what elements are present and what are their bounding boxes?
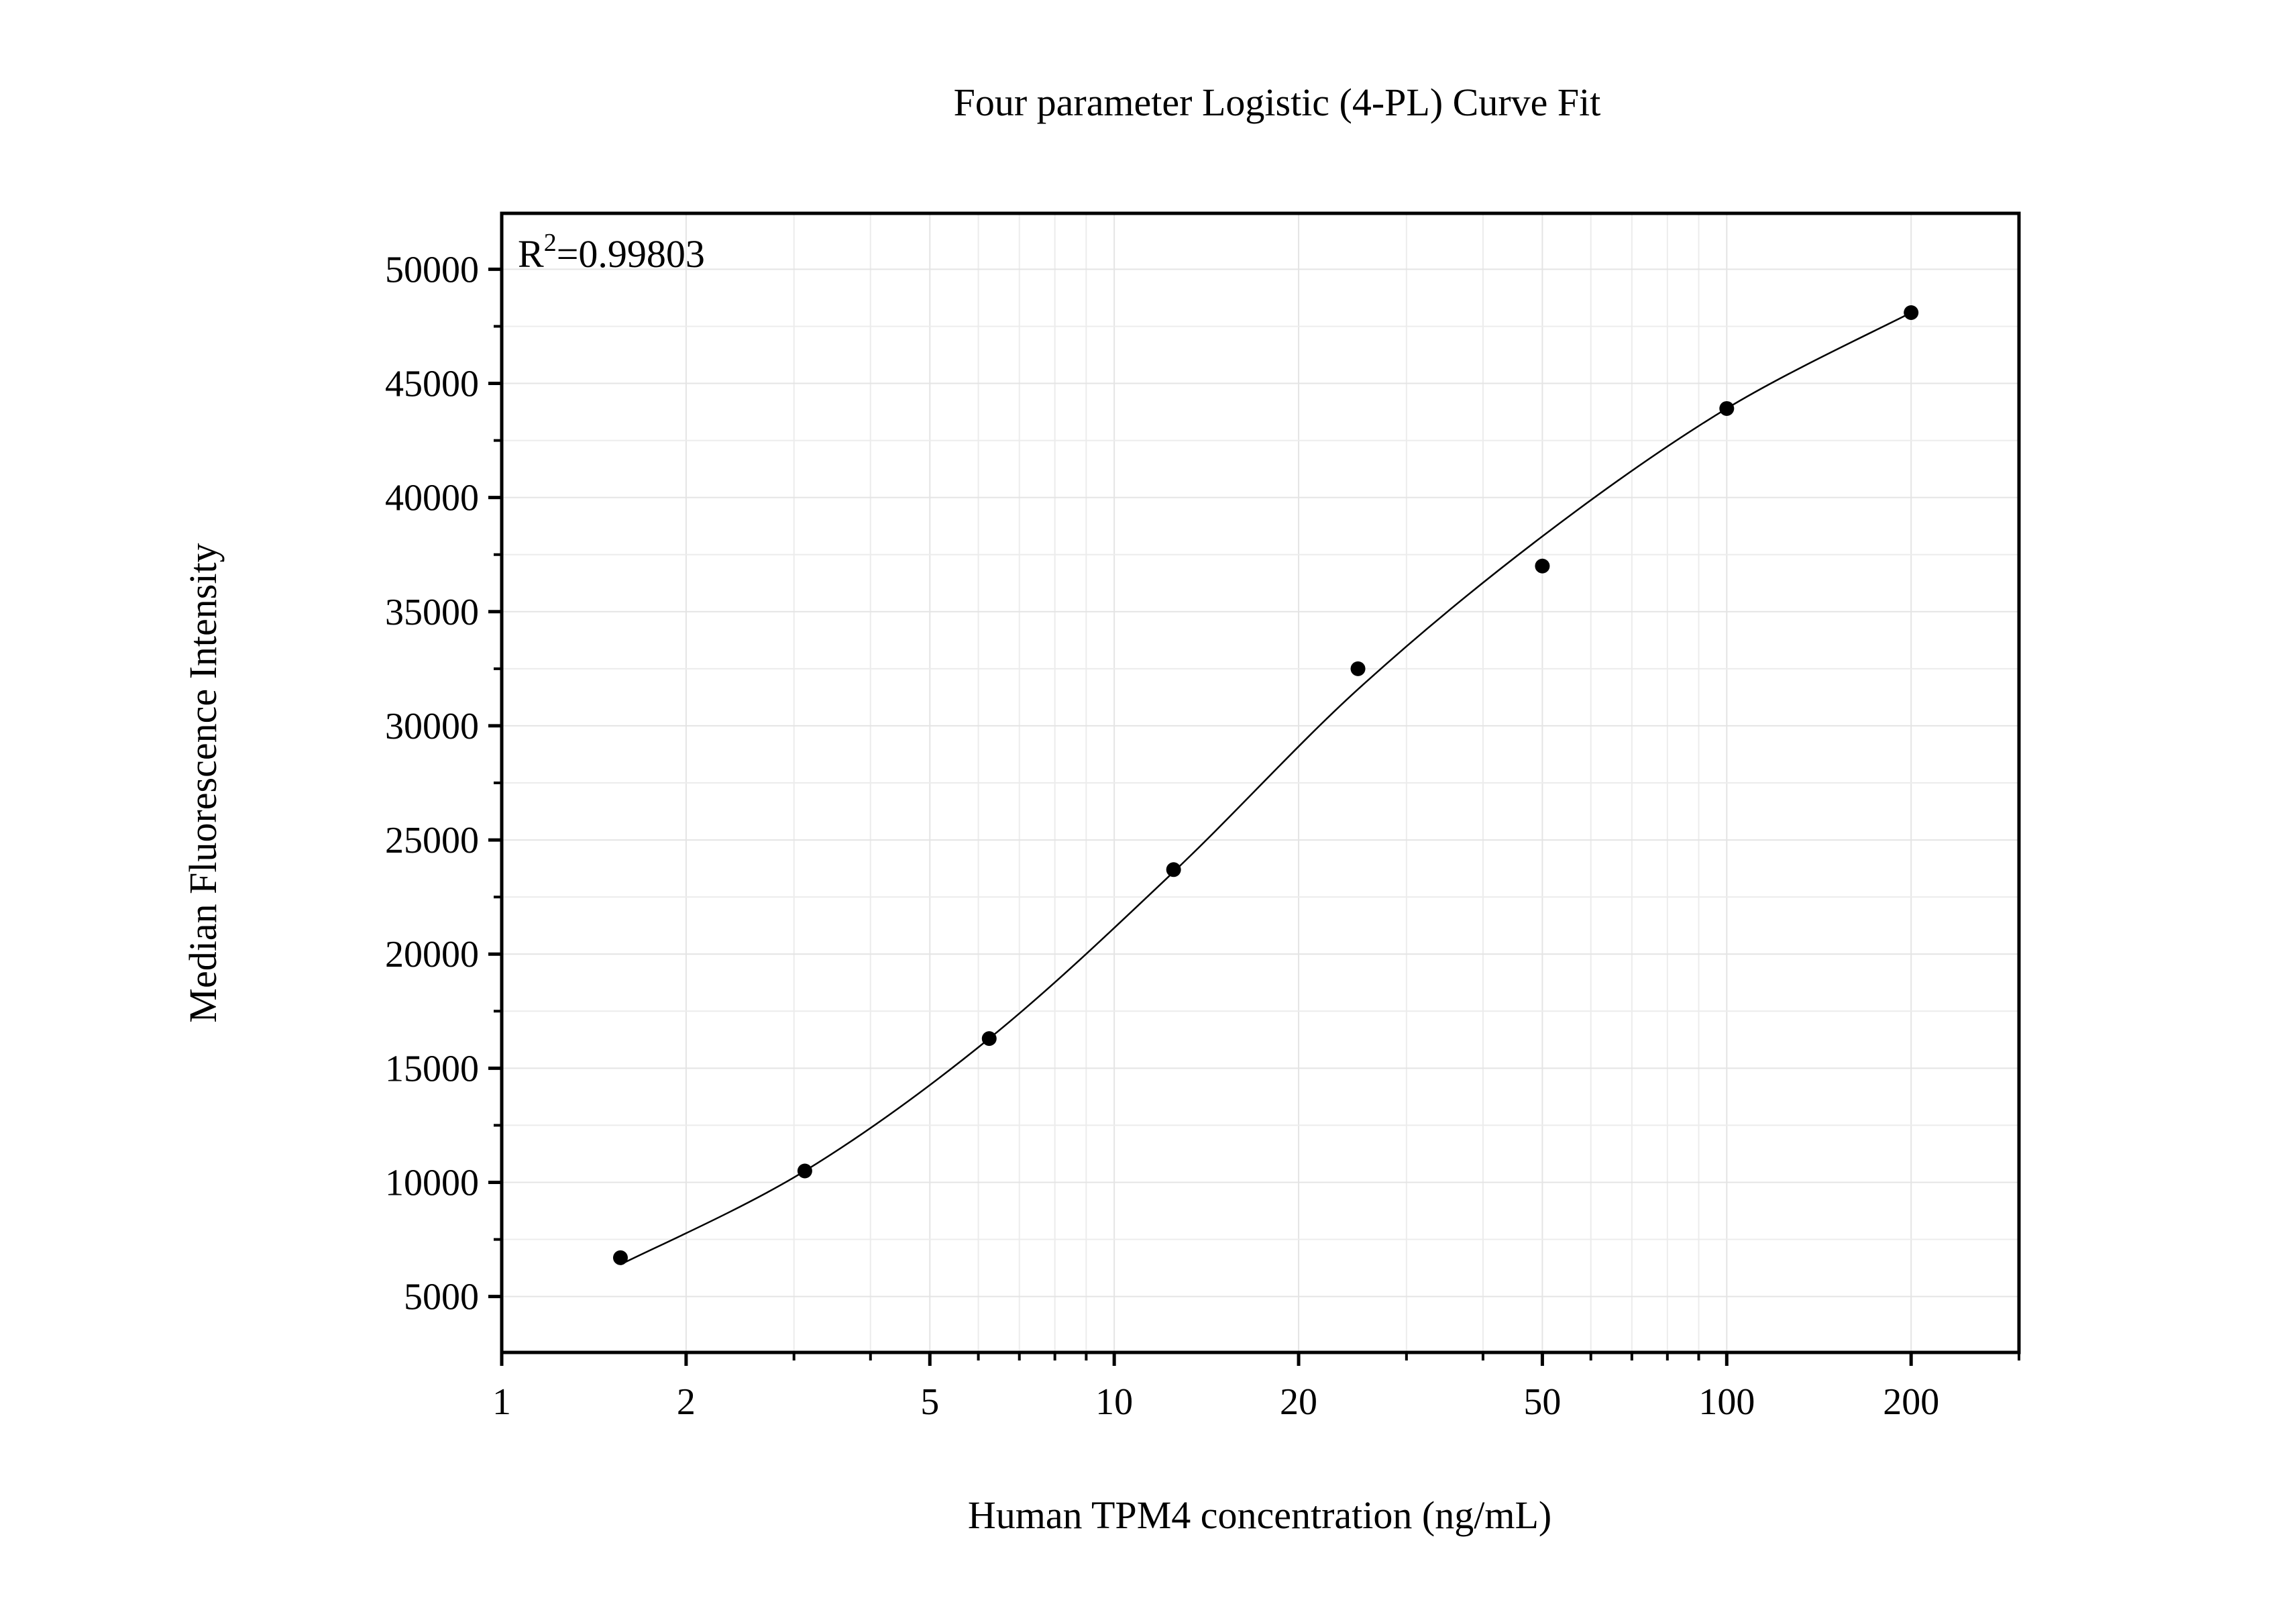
- x-tick-label: 2: [677, 1381, 696, 1423]
- x-tick-label: 200: [1883, 1381, 1939, 1423]
- fit-curve: [620, 311, 1912, 1266]
- x-tick-label: 100: [1698, 1381, 1755, 1423]
- marks: [612, 305, 1919, 1266]
- y-tick-label: 45000: [385, 364, 479, 405]
- annotation-base: R: [518, 232, 544, 276]
- y-axis-label: Median Fluorescence Intensity: [181, 543, 225, 1022]
- y-tick-label: 50000: [385, 249, 479, 290]
- chart-title: Four parameter Logistic (4-PL) Curve Fit: [954, 81, 1601, 124]
- x-tick-label: 1: [492, 1381, 511, 1423]
- annotation-text: =0.99803: [557, 232, 705, 276]
- data-point: [1719, 400, 1735, 416]
- annotation: R2=0.99803: [518, 229, 705, 276]
- axes: 1 2 5 10 20 50 100 200 5000 10000 15000 20000 25000 3…: [385, 211, 2021, 1423]
- data-point: [612, 1250, 628, 1265]
- x-tick-label: 50: [1523, 1381, 1561, 1423]
- y-tick-label: 35000: [385, 592, 479, 633]
- data-point: [1350, 661, 1366, 676]
- y-tick-label: 5000: [404, 1277, 479, 1318]
- y-tick-label: 15000: [385, 1048, 479, 1089]
- x-tick-label: 10: [1095, 1381, 1133, 1423]
- y-tick-label: 30000: [385, 706, 479, 747]
- y-tick-label: 25000: [385, 820, 479, 861]
- grid: [501, 213, 2020, 1352]
- annotation-sup: 2: [544, 229, 557, 257]
- y-tick-label: 10000: [385, 1162, 479, 1204]
- x-axis-label: Human TPM4 concentration (ng/mL): [968, 1493, 1551, 1537]
- data-point: [981, 1031, 997, 1047]
- data-point: [1535, 558, 1550, 574]
- data-point: [1166, 862, 1181, 877]
- y-tick-label: 20000: [385, 934, 479, 975]
- x-tick-label: 20: [1280, 1381, 1317, 1423]
- x-tick-label: 5: [920, 1381, 939, 1423]
- data-point: [1904, 305, 1919, 321]
- plot-frame: [500, 211, 2021, 1354]
- y-tick-label: 40000: [385, 478, 479, 519]
- data-point: [797, 1163, 812, 1179]
